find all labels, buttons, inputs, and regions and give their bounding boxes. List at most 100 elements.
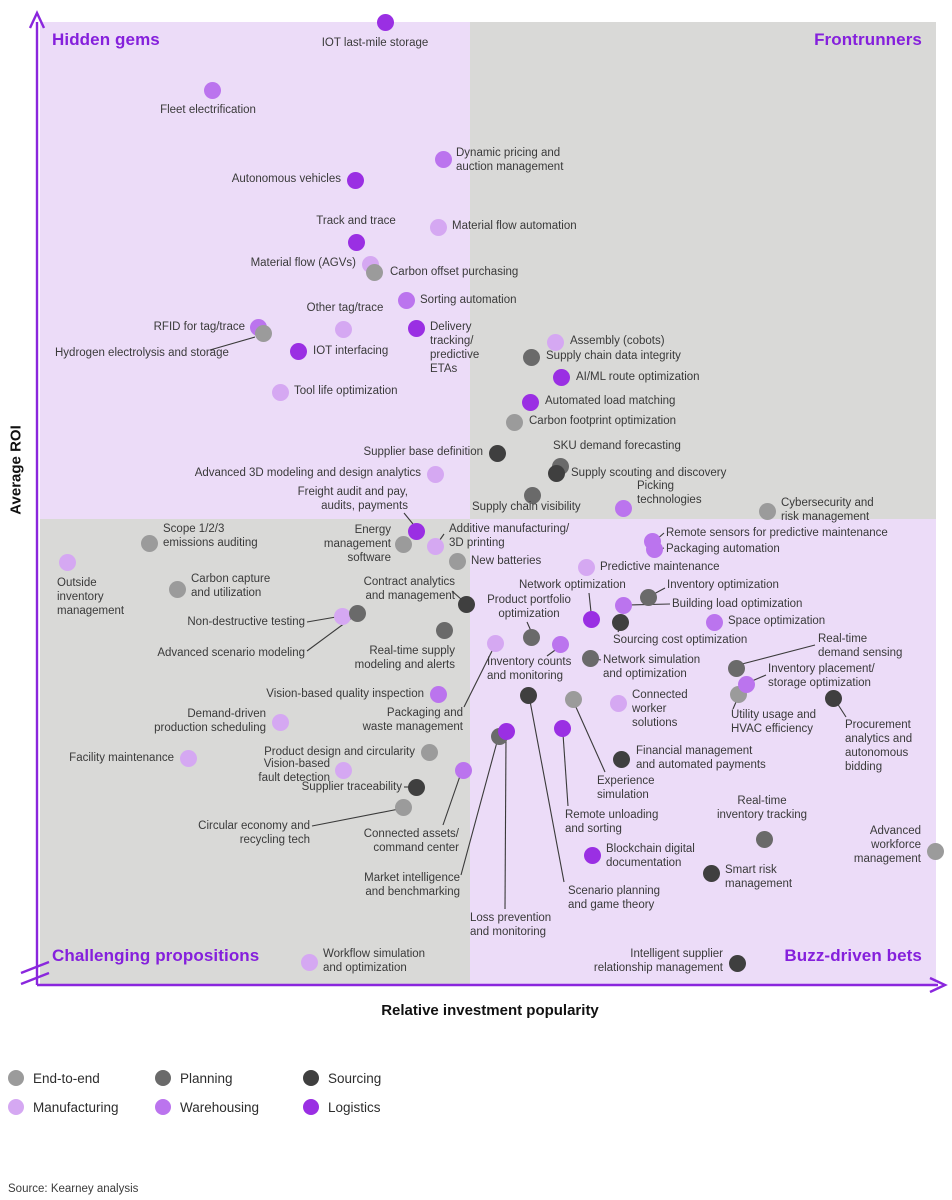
data-point: [705, 613, 723, 631]
data-point: [755, 830, 773, 848]
point-label: Connected assets/ command center: [363, 828, 459, 855]
data-point: [347, 233, 365, 251]
point-label: Cybersecurity and risk management: [781, 497, 874, 524]
data-point: [457, 595, 475, 613]
data-point: [426, 537, 444, 555]
legend-item-logistics: Logistics: [303, 1099, 473, 1115]
data-point: [727, 659, 745, 677]
y-axis-label: Average ROI: [7, 425, 25, 515]
point-label: Packaging and waste management: [362, 707, 463, 734]
data-point: [407, 522, 425, 540]
point-label: Delivery tracking/ predictive ETAs: [430, 321, 480, 376]
legend-dot-icon: [8, 1099, 24, 1115]
point-label: Experience simulation: [597, 775, 655, 802]
point-label: Hydrogen electrolysis and storage: [55, 347, 229, 359]
point-label: Scenario planning and game theory: [568, 885, 661, 912]
quadrant-hidden-gems: [40, 22, 470, 519]
point-label: Connected worker solutions: [632, 689, 688, 730]
data-point: [552, 368, 570, 386]
point-label: Material flow (AGVs): [250, 257, 356, 269]
data-point: [448, 552, 466, 570]
legend-dot-icon: [303, 1099, 319, 1115]
point-label: Advanced scenario modeling: [157, 647, 305, 659]
point-label: RFID for tag/trace: [153, 321, 245, 333]
data-point: [581, 649, 599, 667]
point-label: IOT interfacing: [313, 345, 389, 357]
point-label: Remote unloading and sorting: [565, 809, 659, 836]
data-point: [271, 383, 289, 401]
data-point: [497, 722, 515, 740]
data-point: [737, 675, 755, 693]
x-axis-label: Relative investment popularity: [381, 1002, 599, 1019]
data-point: [702, 864, 720, 882]
data-point: [254, 324, 272, 342]
data-point: [58, 553, 76, 571]
point-label: Smart risk management: [725, 864, 793, 891]
point-label: Supply chain data integrity: [546, 350, 681, 362]
data-point: [728, 954, 746, 972]
point-label: Financial management and automated payme…: [636, 745, 766, 772]
point-label: Fleet electrification: [160, 104, 256, 116]
data-point: [609, 694, 627, 712]
quadrant-challenging-propositions: [40, 519, 470, 984]
legend-dot-icon: [303, 1070, 319, 1086]
point-label: Autonomous vehicles: [231, 173, 341, 185]
point-label: Intelligent supplier relationship manage…: [593, 948, 723, 975]
data-point: [434, 150, 452, 168]
quadrant-title-challenging-propositions: Challenging propositions: [52, 946, 260, 965]
point-label: Real-time supply modeling and alerts: [354, 645, 455, 672]
data-point: [505, 413, 523, 431]
data-point: [583, 846, 601, 864]
legend-label: Manufacturing: [33, 1099, 119, 1115]
data-point: [611, 613, 629, 631]
legend-item-warehousing: Warehousing: [155, 1099, 303, 1115]
data-point: [140, 534, 158, 552]
data-point: [522, 348, 540, 366]
data-point: [582, 610, 600, 628]
data-point: [346, 171, 364, 189]
point-label: New batteries: [471, 555, 542, 567]
data-point: [521, 393, 539, 411]
point-label: Automated load matching: [545, 395, 676, 407]
point-label: Freight audit and pay, audits, payments: [297, 486, 408, 513]
data-point: [758, 502, 776, 520]
data-point: [435, 621, 453, 639]
point-label: IOT last-mile storage: [321, 37, 429, 49]
data-point: [179, 749, 197, 767]
data-point: [429, 218, 447, 236]
point-label: Outside inventory management: [57, 577, 125, 618]
data-point: [429, 685, 447, 703]
data-point: [519, 686, 537, 704]
data-point: [426, 465, 444, 483]
data-point: [614, 499, 632, 517]
point-label: Product portfolio optimization: [487, 594, 571, 621]
point-label: Material flow automation: [452, 220, 577, 232]
data-point: [203, 81, 221, 99]
data-point: [488, 444, 506, 462]
legend-dot-icon: [155, 1070, 171, 1086]
point-label: Supply chain visibility: [472, 501, 581, 513]
data-point: [300, 953, 318, 971]
data-point: [407, 319, 425, 337]
point-label: Inventory optimization: [667, 579, 779, 591]
legend-label: Logistics: [328, 1099, 381, 1115]
point-label: Contract analytics and management: [363, 576, 455, 603]
point-label: Building load optimization: [672, 598, 803, 610]
point-label: Network simulation and optimization: [603, 654, 701, 681]
data-point: [824, 689, 842, 707]
data-point: [564, 690, 582, 708]
point-label: Real-time demand sensing: [818, 633, 903, 660]
data-point: [397, 291, 415, 309]
data-point: [523, 486, 541, 504]
legend-label: End-to-end: [33, 1070, 100, 1086]
quadrant-title-frontrunners: Frontrunners: [814, 30, 922, 49]
legend-item-planning: Planning: [155, 1070, 303, 1086]
data-point: [547, 464, 565, 482]
data-point: [376, 13, 394, 31]
point-label: Advanced 3D modeling and design analytic…: [194, 467, 421, 479]
point-label: Additive manufacturing/ 3D printing: [449, 523, 570, 550]
point-label: Other tag/trace: [306, 302, 384, 314]
legend-item-sourcing: Sourcing: [303, 1070, 473, 1086]
legend-item-end_to_end: End-to-end: [8, 1070, 155, 1086]
point-label: Vision-based fault detection: [258, 758, 330, 785]
